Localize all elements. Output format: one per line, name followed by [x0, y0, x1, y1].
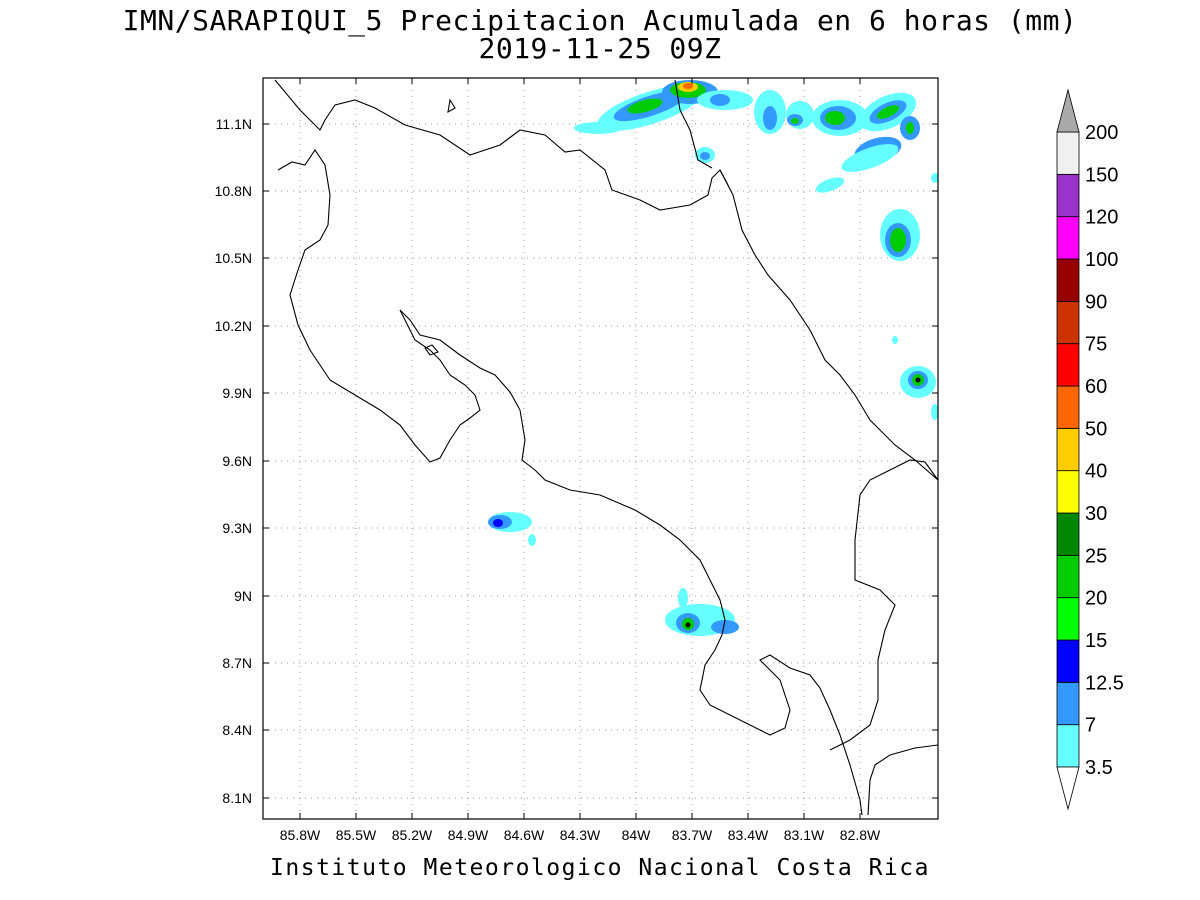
colorbar-segment: [1056, 343, 1080, 387]
colorbar-label: 100: [1085, 249, 1118, 271]
precip-cell-caribbean: [880, 209, 938, 420]
lon-tick-label: 84.6W: [504, 827, 545, 843]
colorbar-label: 200: [1085, 122, 1118, 144]
lat-tick-label: 8.4N: [222, 722, 252, 738]
colorbar-label: 120: [1085, 207, 1118, 229]
colorbar-label: 50: [1085, 418, 1107, 440]
lon-tick-label: 82.8W: [840, 827, 881, 843]
precip-cell-north-2: [695, 90, 814, 163]
colorbar-label: 150: [1085, 164, 1118, 186]
caribbean-coast: [719, 169, 938, 481]
lat-tick-label: 9.6N: [222, 453, 252, 469]
nicoya-inner: [424, 344, 439, 356]
lon-tick-label: 85.5W: [336, 827, 377, 843]
colorbar-label: 30: [1085, 503, 1107, 525]
colorbar-lower-triangle: [1056, 766, 1080, 811]
colorbar-label: 40: [1085, 461, 1107, 483]
precip-cell-south: [665, 588, 739, 636]
lon-tick-label: 83.4W: [728, 827, 769, 843]
lat-tick-label: 9N: [234, 588, 252, 604]
lat-tick-label: 8.1N: [222, 790, 252, 806]
colorbar-segment: [1056, 427, 1080, 472]
colorbar-segment: [1056, 173, 1080, 218]
footer-credit: Instituto Meteorologico Nacional Costa R…: [270, 855, 930, 881]
chart-title-line1: IMN/SARAPIQUI_5 Precipitacion Acumulada …: [122, 4, 1078, 37]
precip-cell-osa: [488, 512, 536, 546]
colorbar-segment: [1056, 258, 1080, 302]
plot-frame: [262, 77, 939, 820]
lon-tick-label: 84.3W: [560, 827, 601, 843]
colorbar-segment: [1056, 385, 1080, 429]
coastlines: [274, 79, 938, 816]
lat-tick-label: 10.5N: [215, 250, 252, 266]
longitude-ticks: 85.8W 85.5W 85.2W 84.9W 84.6W 84.3W 84W 83.7W 83…: [280, 78, 881, 843]
colorbar-segment: [1056, 724, 1080, 768]
colorbar-segment: [1056, 512, 1080, 556]
lat-tick-label: 9.3N: [222, 520, 252, 536]
colorbar-segment: [1056, 554, 1080, 599]
lon-tick-label: 85.2W: [392, 827, 433, 843]
chart-title-line2: 2019-11-25 09Z: [478, 32, 722, 65]
lat-tick-label: 8.7N: [222, 655, 252, 671]
pacific-coast-guanacaste: [277, 149, 863, 816]
lon-tick-label: 84W: [622, 827, 652, 843]
colorbar-label: 90: [1085, 291, 1107, 313]
colorbar-segment: [1056, 470, 1080, 514]
colorbar-segment: [1056, 597, 1080, 641]
lon-tick-label: 83.1W: [784, 827, 825, 843]
colorbar-segment: [1056, 639, 1080, 683]
colorbar-label: 20: [1085, 588, 1107, 610]
colorbar-label: 7: [1085, 715, 1096, 737]
precip-cell-north-1: [574, 80, 718, 134]
colorbar-segment: [1056, 681, 1080, 726]
lake-islet: [447, 98, 456, 114]
colorbar-segment: [1056, 300, 1080, 345]
colorbar-label: 15: [1085, 630, 1107, 652]
san-juan-border: [674, 79, 713, 169]
colorbar-label: 60: [1085, 376, 1107, 398]
lon-tick-label: 85.8W: [280, 827, 321, 843]
lat-tick-label: 9.9N: [222, 385, 252, 401]
lat-tick-label: 10.8N: [215, 183, 252, 199]
precip-cell-north-3: [812, 92, 938, 193]
latitude-ticks: 11.1N 10.8N 10.5N 10.2N 9.9N 9.6N 9.3N 9N 8.7N 8.…: [215, 116, 938, 806]
grid-lines: [263, 78, 938, 819]
colorbar-label: 25: [1085, 545, 1107, 567]
panama-border-2: [829, 459, 938, 751]
nicaragua-border: [274, 79, 729, 211]
colorbar-upper-triangle: [1056, 88, 1080, 133]
colorbar-segment: [1056, 131, 1080, 175]
colorbar-label: 75: [1085, 334, 1107, 356]
lat-tick-label: 10.2N: [215, 318, 252, 334]
precipitation-field: [488, 80, 938, 636]
lat-tick-label: 11.1N: [216, 116, 252, 132]
colorbar-label: 3.5: [1085, 757, 1113, 779]
colorbar: 3.5 7 12.5 15 20 25 30 40 50 60 75 90 100 120 150 200: [1056, 88, 1124, 811]
lon-tick-label: 84.9W: [448, 827, 489, 843]
panama-border: [867, 744, 938, 816]
lon-tick-label: 83.7W: [672, 827, 713, 843]
colorbar-label: 12.5: [1085, 672, 1124, 694]
colorbar-segment: [1056, 216, 1080, 260]
